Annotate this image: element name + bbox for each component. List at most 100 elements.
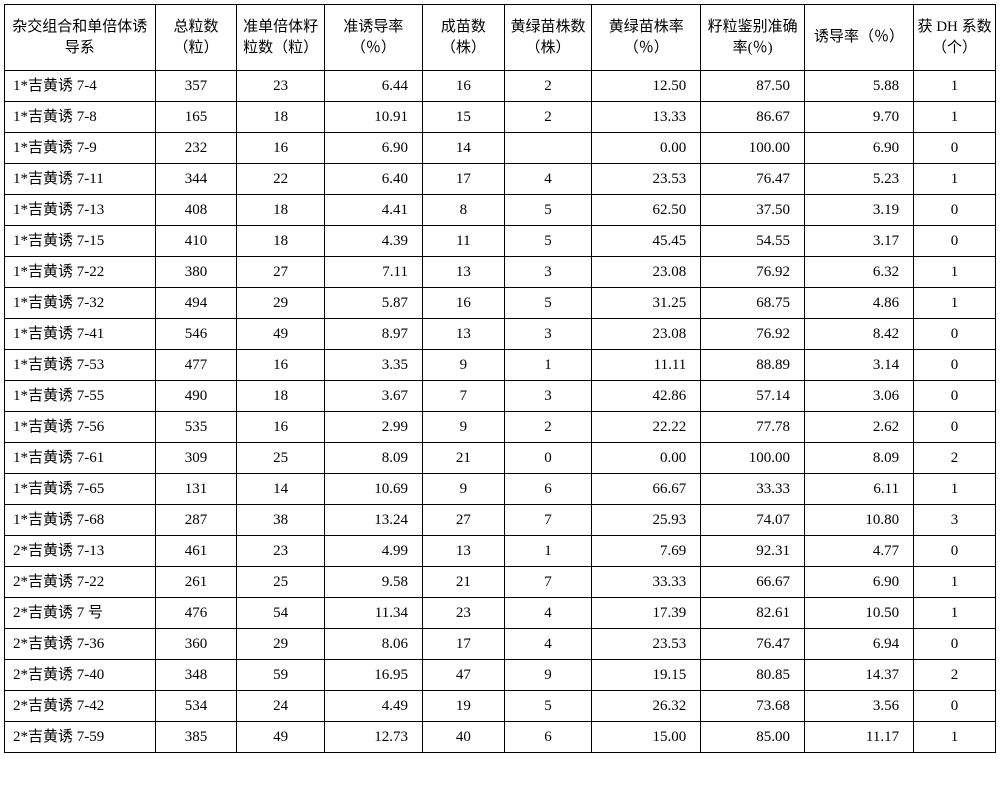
table-row: 1*吉黄诱 7-4357236.4416212.5087.505.881 (5, 71, 996, 102)
cell-dh_lines: 0 (914, 226, 996, 257)
cell-seedlings: 21 (422, 443, 504, 474)
cell-yg_rate: 19.15 (592, 660, 701, 691)
cell-yg_rate: 11.11 (592, 350, 701, 381)
cell-yg_seedlings: 2 (504, 102, 591, 133)
table-row: 1*吉黄诱 7-682873813.2427725.9374.0710.803 (5, 505, 996, 536)
cell-yg_rate: 23.08 (592, 257, 701, 288)
cell-seedlings: 14 (422, 133, 504, 164)
data-table: 杂交组合和单倍体诱导系 总粒数（粒） 准单倍体籽粒数（粒） 准诱导率（％） 成苗… (4, 4, 996, 753)
cell-dh_lines: 1 (914, 567, 996, 598)
table-row: 1*吉黄诱 7-13408184.418562.5037.503.190 (5, 195, 996, 226)
cell-quasi_induce_rate: 10.69 (324, 474, 422, 505)
cell-name: 1*吉黄诱 7-53 (5, 350, 156, 381)
table-row: 2*吉黄诱 7-403485916.9547919.1580.8514.372 (5, 660, 996, 691)
cell-quasi_haploid: 24 (237, 691, 324, 722)
cell-quasi_haploid: 18 (237, 195, 324, 226)
cell-seedlings: 11 (422, 226, 504, 257)
cell-dh_lines: 0 (914, 691, 996, 722)
cell-seedlings: 21 (422, 567, 504, 598)
cell-name: 1*吉黄诱 7-4 (5, 71, 156, 102)
cell-dh_lines: 0 (914, 319, 996, 350)
table-body: 1*吉黄诱 7-4357236.4416212.5087.505.8811*吉黄… (5, 71, 996, 753)
cell-yg_rate: 26.32 (592, 691, 701, 722)
cell-quasi_haploid: 25 (237, 443, 324, 474)
cell-name: 1*吉黄诱 7-9 (5, 133, 156, 164)
cell-quasi_haploid: 18 (237, 381, 324, 412)
cell-seed_accuracy: 82.61 (701, 598, 805, 629)
cell-quasi_haploid: 27 (237, 257, 324, 288)
cell-induce_rate: 3.19 (804, 195, 913, 226)
cell-seedlings: 27 (422, 505, 504, 536)
cell-induce_rate: 9.70 (804, 102, 913, 133)
cell-yg_seedlings: 3 (504, 319, 591, 350)
col-header-seed-accuracy: 籽粒鉴别准确率(％) (701, 5, 805, 71)
table-row: 1*吉黄诱 7-55490183.677342.8657.143.060 (5, 381, 996, 412)
cell-quasi_induce_rate: 8.97 (324, 319, 422, 350)
cell-yg_rate: 33.33 (592, 567, 701, 598)
cell-quasi_induce_rate: 5.87 (324, 288, 422, 319)
cell-seedlings: 19 (422, 691, 504, 722)
cell-seed_accuracy: 87.50 (701, 71, 805, 102)
cell-name: 1*吉黄诱 7-11 (5, 164, 156, 195)
cell-quasi_induce_rate: 3.67 (324, 381, 422, 412)
cell-yg_rate: 23.53 (592, 164, 701, 195)
cell-dh_lines: 2 (914, 443, 996, 474)
cell-total: 309 (155, 443, 237, 474)
cell-induce_rate: 10.80 (804, 505, 913, 536)
cell-total: 357 (155, 71, 237, 102)
cell-seedlings: 16 (422, 288, 504, 319)
cell-induce_rate: 5.88 (804, 71, 913, 102)
col-header-yg-rate: 黄绿苗株率（％） (592, 5, 701, 71)
cell-seed_accuracy: 76.92 (701, 257, 805, 288)
cell-seed_accuracy: 76.47 (701, 629, 805, 660)
cell-yg_seedlings: 4 (504, 598, 591, 629)
cell-dh_lines: 0 (914, 536, 996, 567)
cell-quasi_induce_rate: 10.91 (324, 102, 422, 133)
cell-dh_lines: 0 (914, 195, 996, 226)
cell-quasi_induce_rate: 8.06 (324, 629, 422, 660)
cell-quasi_haploid: 16 (237, 350, 324, 381)
table-row: 2*吉黄诱 7 号4765411.3423417.3982.6110.501 (5, 598, 996, 629)
cell-total: 461 (155, 536, 237, 567)
cell-yg_seedlings: 5 (504, 195, 591, 226)
cell-seedlings: 17 (422, 629, 504, 660)
cell-name: 1*吉黄诱 7-68 (5, 505, 156, 536)
cell-induce_rate: 14.37 (804, 660, 913, 691)
col-header-induce-rate: 诱导率（％） (804, 5, 913, 71)
cell-name: 2*吉黄诱 7-40 (5, 660, 156, 691)
cell-quasi_induce_rate: 16.95 (324, 660, 422, 691)
col-header-dh-lines: 获 DH 系数（个） (914, 5, 996, 71)
cell-yg_seedlings: 4 (504, 164, 591, 195)
cell-name: 2*吉黄诱 7 号 (5, 598, 156, 629)
cell-quasi_haploid: 38 (237, 505, 324, 536)
cell-total: 546 (155, 319, 237, 350)
cell-seed_accuracy: 77.78 (701, 412, 805, 443)
cell-seedlings: 17 (422, 164, 504, 195)
cell-seedlings: 9 (422, 350, 504, 381)
cell-yg_rate: 31.25 (592, 288, 701, 319)
cell-seed_accuracy: 68.75 (701, 288, 805, 319)
cell-yg_seedlings: 7 (504, 505, 591, 536)
cell-seed_accuracy: 37.50 (701, 195, 805, 226)
cell-total: 261 (155, 567, 237, 598)
cell-yg_seedlings: 0 (504, 443, 591, 474)
table-row: 1*吉黄诱 7-32494295.8716531.2568.754.861 (5, 288, 996, 319)
cell-quasi_haploid: 29 (237, 288, 324, 319)
table-row: 1*吉黄诱 7-61309258.092100.00100.008.092 (5, 443, 996, 474)
cell-total: 408 (155, 195, 237, 226)
cell-yg_seedlings (504, 133, 591, 164)
cell-total: 490 (155, 381, 237, 412)
table-row: 1*吉黄诱 7-53477163.359111.1188.893.140 (5, 350, 996, 381)
cell-yg_seedlings: 4 (504, 629, 591, 660)
cell-name: 1*吉黄诱 7-15 (5, 226, 156, 257)
cell-dh_lines: 1 (914, 164, 996, 195)
cell-seed_accuracy: 73.68 (701, 691, 805, 722)
cell-quasi_haploid: 49 (237, 319, 324, 350)
cell-induce_rate: 10.50 (804, 598, 913, 629)
cell-induce_rate: 4.86 (804, 288, 913, 319)
table-row: 2*吉黄诱 7-593854912.7340615.0085.0011.171 (5, 722, 996, 753)
cell-quasi_haploid: 29 (237, 629, 324, 660)
cell-seed_accuracy: 74.07 (701, 505, 805, 536)
cell-dh_lines: 3 (914, 505, 996, 536)
cell-quasi_induce_rate: 8.09 (324, 443, 422, 474)
